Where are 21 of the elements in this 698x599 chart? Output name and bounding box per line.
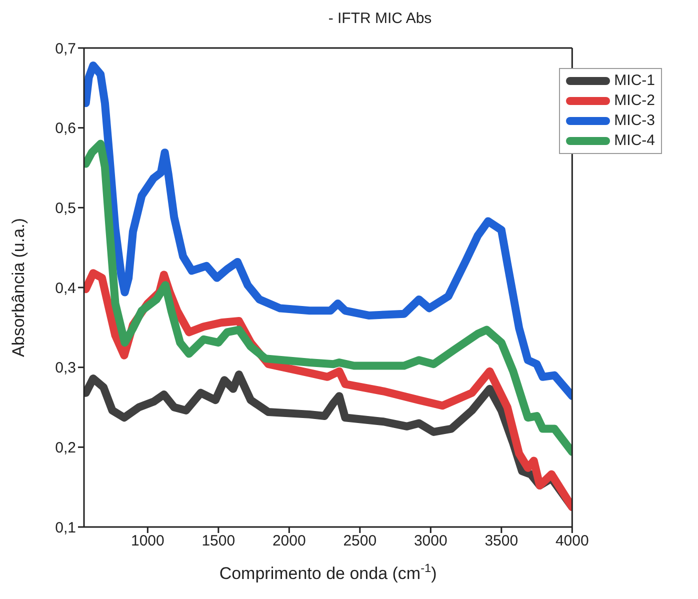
x-axis-title: Comprimento de onda (cm$^{-1}$) xyxy=(219,561,437,583)
legend-label: MIC-1 xyxy=(614,71,655,91)
x-tick-label: 2000 xyxy=(272,532,306,550)
x-tick-label: 1500 xyxy=(202,532,236,550)
y-tick-label: 0,7 xyxy=(55,40,76,58)
y-tick-label: 0,4 xyxy=(55,280,76,297)
x-tick-label: 4000 xyxy=(555,532,589,550)
y-tick-label: 0,6 xyxy=(55,120,76,138)
x-tick-label: 1000 xyxy=(130,532,164,550)
x-tick-label: 3000 xyxy=(414,532,448,550)
legend-label: MIC-4 xyxy=(614,131,655,151)
x-tick-label: 2500 xyxy=(343,532,377,550)
y-tick-label: 0,2 xyxy=(55,439,76,456)
y-tick-label: 0,1 xyxy=(55,519,76,536)
y-tick-label: 0,5 xyxy=(55,200,76,217)
legend-label: MIC-2 xyxy=(614,91,655,111)
y-tick-label: 0,3 xyxy=(55,360,76,377)
x-tick-label: 3500 xyxy=(484,532,518,550)
y-axis-title: Absorbância (u.a.) xyxy=(9,218,28,357)
legend-label: MIC-3 xyxy=(614,111,655,131)
chart-title: - IFTR MIC Abs xyxy=(327,10,433,27)
